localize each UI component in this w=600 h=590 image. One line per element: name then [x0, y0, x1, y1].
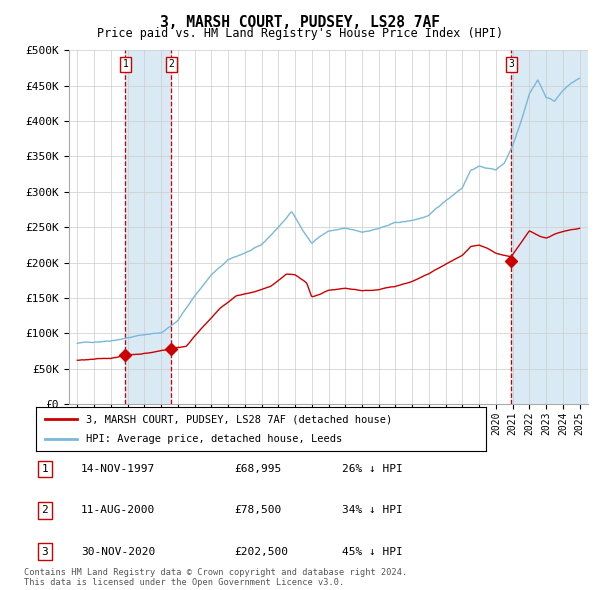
Text: 45% ↓ HPI: 45% ↓ HPI	[342, 547, 403, 556]
Text: 2: 2	[41, 506, 49, 515]
Text: 1: 1	[122, 60, 128, 69]
Text: Contains HM Land Registry data © Crown copyright and database right 2024.
This d: Contains HM Land Registry data © Crown c…	[24, 568, 407, 587]
Bar	[511, 50, 588, 404]
Text: £78,500: £78,500	[234, 506, 281, 515]
Text: 3, MARSH COURT, PUDSEY, LS28 7AF: 3, MARSH COURT, PUDSEY, LS28 7AF	[160, 15, 440, 30]
Text: £68,995: £68,995	[234, 464, 281, 474]
Text: 3: 3	[41, 547, 49, 556]
Text: £202,500: £202,500	[234, 547, 288, 556]
Text: 3: 3	[508, 60, 514, 69]
Text: 14-NOV-1997: 14-NOV-1997	[81, 464, 155, 474]
Text: Price paid vs. HM Land Registry's House Price Index (HPI): Price paid vs. HM Land Registry's House …	[97, 27, 503, 40]
Text: 34% ↓ HPI: 34% ↓ HPI	[342, 506, 403, 515]
Text: 2: 2	[169, 60, 175, 69]
Text: 26% ↓ HPI: 26% ↓ HPI	[342, 464, 403, 474]
Bar	[125, 50, 172, 404]
Text: 1: 1	[41, 464, 49, 474]
Text: HPI: Average price, detached house, Leeds: HPI: Average price, detached house, Leed…	[86, 434, 342, 444]
Text: 11-AUG-2000: 11-AUG-2000	[81, 506, 155, 515]
Text: 30-NOV-2020: 30-NOV-2020	[81, 547, 155, 556]
Text: 3, MARSH COURT, PUDSEY, LS28 7AF (detached house): 3, MARSH COURT, PUDSEY, LS28 7AF (detach…	[86, 415, 392, 424]
